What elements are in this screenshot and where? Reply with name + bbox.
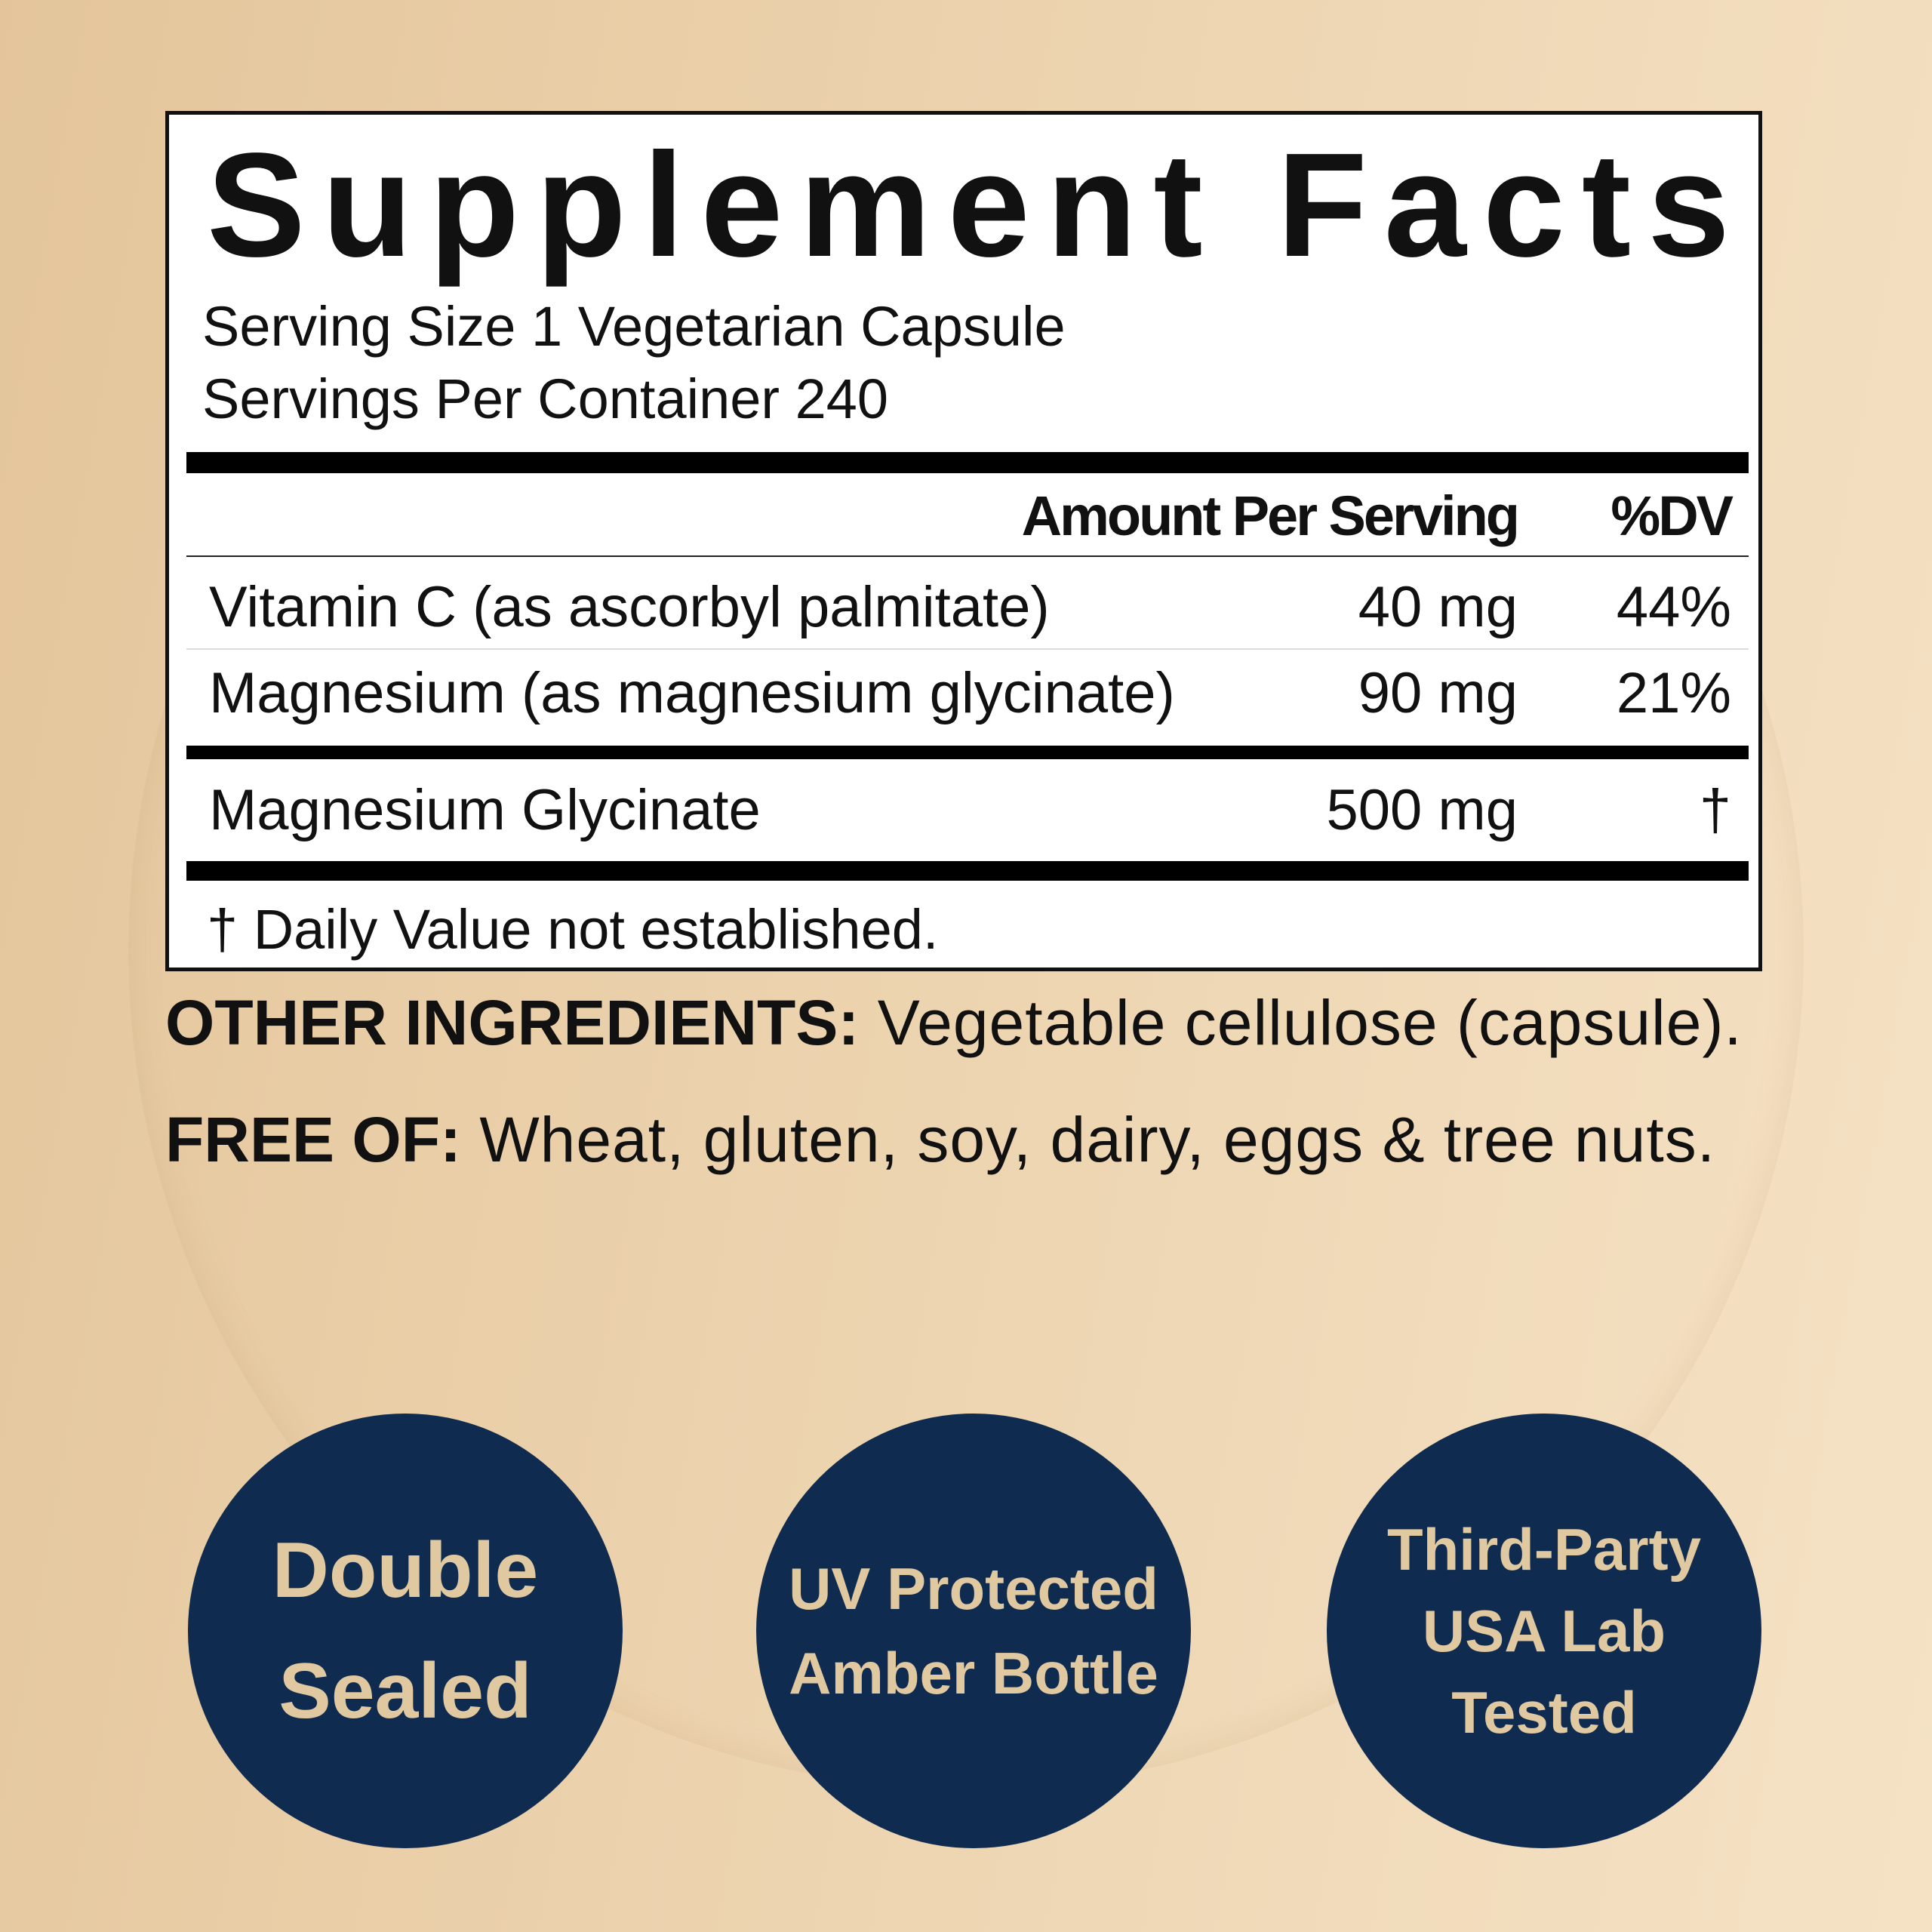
badge-line: Third-Party [1386,1516,1702,1583]
table-row: Vitamin C (as ascorbyl palmitate) 40 mg … [186,570,1749,645]
badge-line: Tested [1451,1679,1637,1746]
nutrient-dv: 21% [1616,661,1731,725]
badge-line: USA Lab [1422,1598,1666,1664]
nutrient-dv: † [1699,778,1731,842]
header-dv: %DV [1611,485,1734,547]
free-of-label: FREE OF: [165,1104,461,1175]
divider-thin [186,555,1749,557]
free-of-text: Wheat, gluten, soy, dairy, eggs & tree n… [461,1104,1716,1175]
table-row: Magnesium Glycinate 500 mg † [186,773,1749,848]
page-title: Supplement Facts [207,122,1747,288]
nutrient-amount: 90 mg [1358,661,1518,725]
badge-line: UV Protected [789,1555,1158,1622]
other-ingredients: OTHER INGREDIENTS: Vegetable cellulose (… [165,985,1743,1060]
table-row: Magnesium (as magnesium glycinate) 90 mg… [186,656,1749,731]
serving-size: Serving Size 1 Vegetarian Capsule [202,295,1066,358]
free-of: FREE OF: Wheat, gluten, soy, dairy, eggs… [165,1102,1715,1177]
badge-line: Sealed [278,1647,532,1735]
nutrient-name: Magnesium (as magnesium glycinate) [209,661,1175,725]
nutrient-name: Vitamin C (as ascorbyl palmitate) [209,575,1050,639]
badge-double-sealed: Double Sealed [188,1414,623,1848]
servings-per-container: Servings Per Container 240 [202,368,889,430]
divider-thick [186,452,1749,473]
other-ingredients-label: OTHER INGREDIENTS: [165,987,860,1058]
badge-line: Double [272,1527,539,1614]
nutrient-amount: 40 mg [1358,575,1518,639]
divider-light [186,648,1749,650]
nutrient-dv: 44% [1616,575,1731,639]
badge-line: Amber Bottle [789,1640,1158,1706]
table-header: Amount Per Serving %DV [186,478,1749,554]
nutrient-name: Magnesium Glycinate [209,778,761,842]
divider-thick [186,861,1749,881]
badge-third-party-tested: Third-Party USA Lab Tested [1327,1414,1761,1848]
divider-thick [186,746,1749,759]
other-ingredients-text: Vegetable cellulose (capsule). [859,987,1743,1058]
nutrient-amount: 500 mg [1326,778,1518,842]
badge-uv-protected: UV Protected Amber Bottle [756,1414,1191,1848]
supplement-facts-panel: Supplement Facts Serving Size 1 Vegetari… [165,111,1762,971]
footnote: † Daily Value not established. [207,898,939,961]
header-amount: Amount Per Serving [1021,485,1520,547]
